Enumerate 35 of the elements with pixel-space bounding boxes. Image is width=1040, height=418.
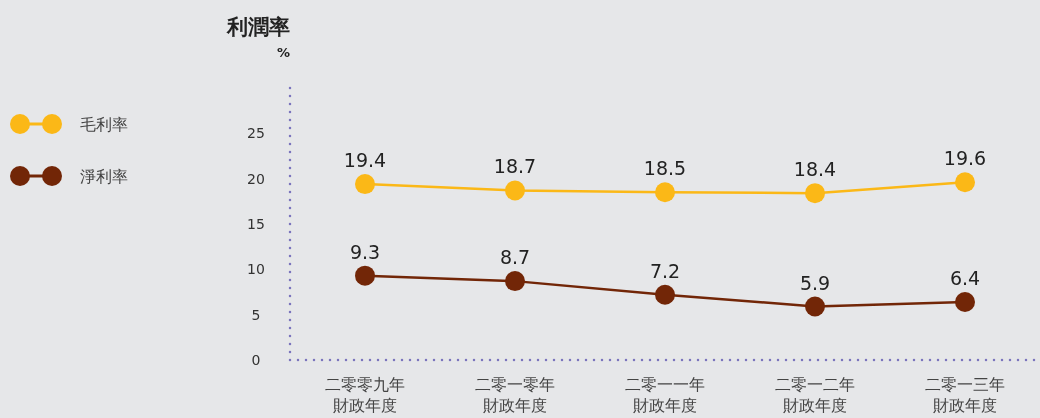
point	[955, 291, 975, 312]
y-tick-label: 25	[247, 125, 265, 142]
y-tick-label: 5	[251, 306, 261, 323]
x-tick-label: 二零一三年財政年度	[925, 375, 1005, 415]
point	[355, 265, 375, 286]
data-label: 18.5	[643, 157, 687, 180]
data-label: 18.4	[793, 158, 837, 181]
point	[505, 180, 525, 201]
y-axis-title: %	[276, 45, 290, 60]
y-tick-label: 15	[247, 216, 265, 232]
point	[805, 296, 825, 317]
point	[955, 172, 975, 193]
point	[655, 284, 675, 305]
x-tick-label: 二零一一年財政年度	[625, 375, 705, 415]
legend-label: 淨利率	[80, 167, 128, 186]
point	[355, 174, 375, 195]
x-tick-label: 二零一零年財政年度	[475, 375, 555, 415]
y-tick-label: 0	[251, 352, 261, 368]
point	[655, 182, 675, 203]
x-tick-label: 二零一二年財政年度	[775, 375, 855, 415]
data-label: 7.2	[649, 259, 681, 282]
data-label: 8.7	[499, 246, 531, 269]
data-label: 9.3	[349, 240, 381, 263]
chart-title: 利潤率	[226, 15, 290, 39]
legend-label: 毛利率	[80, 115, 128, 134]
point	[505, 271, 525, 292]
y-tick-label: 20	[247, 170, 265, 187]
data-label: 19.4	[343, 149, 387, 172]
data-label: 19.6	[943, 147, 987, 170]
x-tick-label: 二零零九年財政年度	[325, 375, 405, 415]
data-label: 18.7	[493, 155, 537, 178]
y-tick-label: 10	[247, 261, 265, 278]
data-label: 6.4	[949, 266, 981, 289]
data-label: 5.9	[799, 271, 831, 294]
point	[805, 183, 825, 204]
